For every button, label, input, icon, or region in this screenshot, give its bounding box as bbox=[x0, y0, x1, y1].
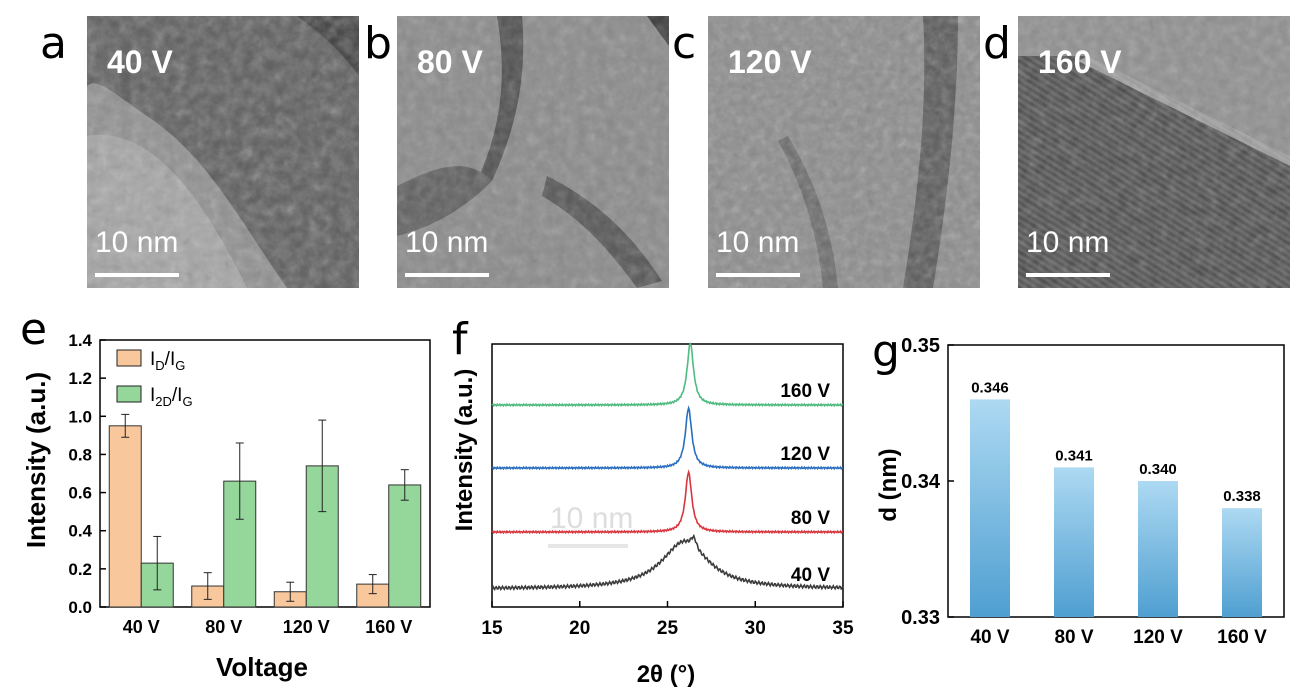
chart-e: 0.0 0.2 0.4 0.6 0.8 1.0 1.2 1.4 40 V 80 V 120 V 160… bbox=[21, 331, 431, 682]
chart-f: 15 20 25 30 35 40 V 80 V 120 V 160 V 10 nm Inte… bbox=[451, 342, 854, 688]
tem-voltage-label-b: 80 V bbox=[417, 44, 483, 80]
chart-f-xtick-label: 15 bbox=[481, 618, 503, 639]
bar-d-160-v bbox=[1222, 508, 1262, 617]
xrd-line-120-v bbox=[491, 405, 844, 471]
xrd-label-80-v: 80 V bbox=[791, 508, 830, 529]
bar-value-label-80-v: 0.341 bbox=[1055, 447, 1093, 464]
bar-d-120-v bbox=[1138, 481, 1178, 617]
bar-value-label-40-v: 0.346 bbox=[971, 379, 1009, 396]
chart-e-xtick-label: 160 V bbox=[365, 617, 412, 637]
xrd-line-160-v bbox=[491, 342, 844, 408]
scale-bar-label-c: 10 nm bbox=[716, 226, 800, 259]
chart-g: 0.346 0.341 0.340 0.338 0.33 0.34 0.35 40 V 80 … bbox=[875, 335, 1285, 648]
tem-image-c: 120 V 10 nm bbox=[708, 16, 980, 288]
chart-f-xlabel: 2θ (°) bbox=[637, 661, 696, 688]
tem-texture-c bbox=[708, 16, 980, 288]
chart-e-xtick-label: 40 V bbox=[123, 617, 160, 637]
tem-image-a: 40 V 10 nm bbox=[87, 16, 359, 288]
tem-image-d: 160 V 10 nm bbox=[1018, 16, 1290, 288]
tem-texture-d bbox=[1018, 16, 1290, 288]
chart-g-ylabel: d (nm) bbox=[875, 448, 902, 521]
panel-letter-b: b bbox=[364, 18, 392, 69]
chart-e-frame bbox=[99, 339, 431, 608]
chart-e-xlabel: Voltage bbox=[216, 652, 308, 682]
xrd-label-160-v: 160 V bbox=[780, 381, 830, 402]
tem-voltage-label-a: 40 V bbox=[107, 44, 173, 80]
chart-f-watermark-bar bbox=[548, 544, 628, 548]
xrd-line-40-v bbox=[491, 533, 844, 592]
scale-bar-label-b: 10 nm bbox=[405, 226, 489, 259]
chart-e-ytick-label: 1.2 bbox=[68, 369, 92, 388]
bar-d-80-v bbox=[1054, 467, 1094, 617]
chart-g-ytick-label: 0.35 bbox=[901, 335, 940, 357]
panel-letter-g: g bbox=[872, 326, 900, 377]
legend-swatch-id-ig bbox=[116, 349, 142, 367]
tem-voltage-label-c: 120 V bbox=[728, 44, 812, 80]
chart-e-xtick-label: 80 V bbox=[205, 617, 242, 637]
chart-e-ytick-label: 0.8 bbox=[68, 445, 92, 464]
chart-f-ylabel: Intensity (a.u.) bbox=[451, 369, 478, 532]
chart-g-xtick-label: 80 V bbox=[1054, 627, 1093, 648]
panel-letter-d: d bbox=[983, 18, 1011, 69]
panel-letter-f: f bbox=[452, 314, 468, 365]
chart-g-ytick-label: 0.33 bbox=[901, 607, 940, 629]
chart-g-xtick-label: 40 V bbox=[970, 627, 1009, 648]
scale-bar-label-d: 10 nm bbox=[1026, 226, 1110, 259]
xrd-line-80-v bbox=[491, 469, 844, 535]
legend-swatch-i2d-ig bbox=[116, 385, 142, 403]
scale-bar-a bbox=[95, 273, 179, 277]
panel-letter-a: a bbox=[40, 18, 67, 69]
chart-e-xtick-label: 120 V bbox=[283, 617, 330, 637]
xrd-label-120-v: 120 V bbox=[780, 444, 830, 465]
tem-texture-a bbox=[87, 16, 359, 288]
chart-g-ytick-label: 0.34 bbox=[901, 471, 941, 493]
chart-e-ytick-label: 0.4 bbox=[68, 522, 92, 541]
bar-d-40-v bbox=[970, 399, 1010, 617]
chart-e-ylabel: Intensity (a.u.) bbox=[21, 372, 51, 548]
scale-bar-d bbox=[1026, 273, 1110, 277]
scale-bar-label-a: 10 nm bbox=[95, 226, 179, 259]
tem-image-b: 80 V 10 nm bbox=[397, 16, 669, 288]
bar-value-label-120-v: 0.340 bbox=[1139, 461, 1177, 478]
chart-e-ytick-label: 1.0 bbox=[68, 407, 92, 426]
scale-bar-b bbox=[405, 273, 489, 277]
chart-g-xtick-label: 160 V bbox=[1217, 627, 1267, 648]
chart-f-xtick-label: 35 bbox=[832, 618, 854, 639]
legend-label-i2d-ig: I2D/IG bbox=[150, 385, 193, 409]
scale-bar-c bbox=[716, 273, 800, 277]
chart-e-ytick-label: 1.4 bbox=[68, 331, 92, 350]
chart-e-ytick-label: 0.0 bbox=[68, 598, 92, 617]
bar-i2d-ig-160-v bbox=[388, 484, 422, 608]
xrd-label-40-v: 40 V bbox=[791, 565, 830, 586]
bar-value-label-160-v: 0.338 bbox=[1223, 488, 1261, 505]
tem-texture-b bbox=[397, 16, 669, 288]
chart-f-xtick-label: 25 bbox=[657, 618, 679, 639]
chart-g-xtick-label: 120 V bbox=[1133, 627, 1183, 648]
legend-label-id-ig: ID/IG bbox=[150, 349, 185, 373]
chart-e-ytick-label: 0.6 bbox=[68, 484, 92, 503]
chart-e-ytick-label: 0.2 bbox=[68, 560, 92, 579]
panel-letter-c: c bbox=[672, 18, 697, 69]
chart-f-xtick-label: 20 bbox=[569, 618, 590, 639]
chart-f-watermark: 10 nm bbox=[550, 502, 633, 535]
bar-id-ig-40-v bbox=[108, 425, 142, 608]
tem-voltage-label-d: 160 V bbox=[1038, 44, 1122, 80]
chart-f-xtick-label: 30 bbox=[745, 618, 766, 639]
panel-letter-e: e bbox=[20, 304, 48, 355]
